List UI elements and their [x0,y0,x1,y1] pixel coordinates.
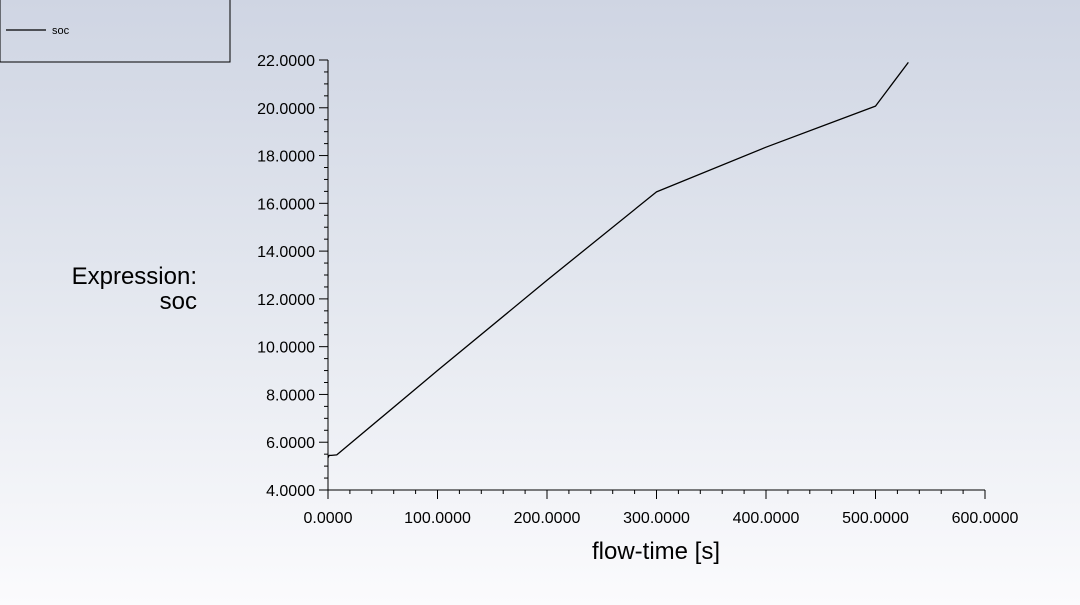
axes [327,60,985,491]
x-axis-title: flow-time [s] [592,538,720,565]
y-axis-title-line-2: soc [160,288,197,315]
y-tick-label: 20.0000 [257,101,315,118]
legend-box [0,0,231,63]
x-tick-label: 400.0000 [733,510,800,527]
x-tick-label: 500.0000 [842,510,909,527]
y-tick-label: 18.0000 [257,149,315,166]
series-layer [327,61,909,459]
y-axis-title-line-1: Expression: [72,263,197,290]
legend: soc [0,0,231,63]
legend-label: soc [52,25,70,37]
x-tick-label: 0.0000 [304,510,353,527]
y-tick-label: 12.0000 [257,292,315,309]
x-tick-label: 600.0000 [952,510,1019,527]
x-tick-label: 100.0000 [404,510,471,527]
x-tick-label: 200.0000 [514,510,581,527]
y-tick-label: 8.0000 [266,387,315,404]
y-tick-label: 14.0000 [257,244,315,261]
y-tick-label: 4.0000 [266,483,315,500]
y-ticks: 4.0000 6.0000 8.0000 10.0000 12.0000 14.0000 1… [257,53,328,500]
x-tick-label: 300.0000 [623,510,690,527]
y-tick-label: 16.0000 [257,196,315,213]
y-tick-label: 22.0000 [257,53,315,70]
y-tick-label: 10.0000 [257,340,315,357]
series-line-soc [327,61,909,459]
x-ticks: 0.0000 100.0000 200.0000 300.0000 400.0000 50… [304,490,1019,527]
y-tick-label: 6.0000 [266,435,315,452]
